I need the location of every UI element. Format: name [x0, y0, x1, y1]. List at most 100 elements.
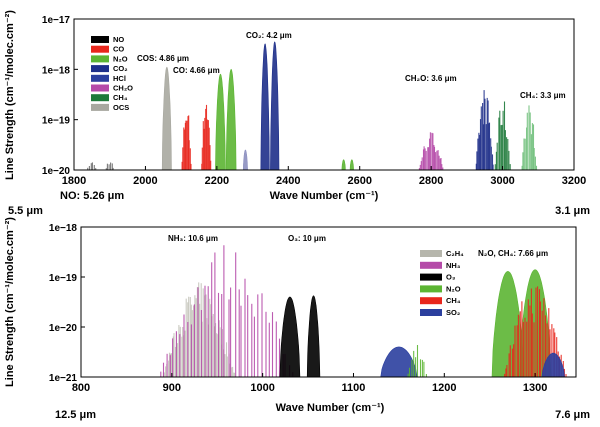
band-no-1270: [491, 270, 525, 378]
bottom-y-ticks: 1e−21 1e−20 1e−19 1e−18: [49, 223, 85, 384]
x-tick-label: 3000: [490, 175, 514, 187]
legend-label: N₂O: [446, 284, 461, 293]
x-tick-label: 1300: [523, 382, 547, 394]
x-tick-label: 900: [163, 382, 181, 394]
top-annotation-ch2o: CH₂O: 3.6 μm: [405, 74, 457, 83]
bottom-x-axis-label: Wave Number (cm⁻¹): [276, 402, 385, 414]
bottom-annotation-n2o-ch4: N₂O, CH₄: 7.66 μm: [478, 249, 548, 258]
top-y-ticks: 1e−20 1e−19 1e−18 1e−17: [42, 15, 78, 177]
band-no-1850: [87, 162, 97, 170]
band-no-1900: [105, 162, 114, 170]
y-tick-label: 1e−20: [42, 166, 71, 177]
legend-label: O₃: [446, 273, 456, 282]
band-co-2362-envelope: [270, 41, 280, 171]
band-so-1320: [541, 352, 565, 378]
legend-swatch: [420, 250, 442, 257]
band-no-2578-envelope: [349, 159, 354, 171]
bottom-wl-right: 7.6 μm: [555, 409, 590, 421]
band-o-1056-envelope: [306, 295, 321, 378]
band-hcl-2280-envelope: [242, 149, 248, 171]
top-x-ticks: 1800 2000 2200 2400 2600 2800 3000 3200: [62, 166, 586, 187]
band-cho-2800: [418, 132, 444, 170]
top-spectral-bands: [87, 41, 538, 171]
band-no-2240-envelope: [225, 68, 237, 171]
band-o-1030: [279, 296, 301, 378]
top-annotation-co2: CO₂: 4.2 μm: [246, 31, 292, 40]
y-tick-label: 1e−18: [42, 65, 71, 76]
x-tick-label: 2400: [276, 175, 300, 187]
band-o-1030-envelope: [279, 296, 301, 378]
band-ch-3075: [521, 105, 538, 170]
legend-label: HCl: [113, 74, 126, 83]
top-wl-extra: NO: 5.26 μm: [60, 190, 124, 202]
legend-label: CO: [113, 45, 124, 54]
band-no-2555-envelope: [341, 159, 346, 171]
legend-swatch: [420, 261, 442, 269]
y-tick-label: 1e−19: [42, 116, 71, 127]
band-ch-3000: [494, 101, 511, 170]
band-co-2362: [270, 41, 280, 171]
top-plot-frame: [73, 18, 575, 171]
band-no-2555: [341, 159, 346, 171]
y-tick-label: 1e−17: [42, 15, 71, 26]
band-o-1056: [306, 295, 321, 378]
bottom-spectral-bands: [160, 245, 567, 378]
bottom-spectrum-panel: 800 900 1000 1100 1200 1300 1e−211e−201e−191e…: [4, 217, 590, 421]
legend-label: CH₂O: [113, 84, 133, 93]
band-ocs-2060: [161, 66, 172, 171]
legend-label: CH₄: [113, 93, 128, 102]
band-so-1320-envelope: [541, 352, 565, 378]
legend-label: N₂O: [113, 54, 128, 63]
x-tick-label: 2200: [205, 175, 229, 187]
legend-swatch: [420, 297, 442, 305]
y-tick-label: 1e−20: [49, 323, 78, 334]
legend-swatch: [91, 74, 109, 82]
bottom-legend: C₂H₄ NH₃ O₃ N₂O CH₄ SO₂: [420, 249, 464, 317]
band-hcl-2280: [242, 149, 248, 171]
top-annotation-cos: COS: 4.86 μm: [137, 54, 189, 63]
legend-swatch: [420, 285, 442, 293]
x-tick-label: 2000: [133, 175, 157, 187]
band-co-2115: [181, 115, 192, 170]
legend-swatch: [91, 94, 109, 102]
band-no-2210: [215, 73, 226, 171]
legend-label: NO: [113, 35, 124, 44]
band-so-1150-envelope: [380, 346, 418, 378]
legend-swatch: [91, 103, 109, 111]
band-no-2578: [349, 159, 354, 171]
band-co-2170: [201, 104, 212, 170]
top-wl-left: 5.5 μm: [8, 205, 43, 217]
y-tick-label: 1e−18: [49, 223, 78, 234]
x-tick-label: 1800: [62, 175, 86, 187]
top-x-axis-label: Wave Number (cm⁻¹): [270, 190, 379, 202]
band-ocs-2060-envelope: [161, 66, 172, 171]
legend-swatch: [91, 36, 109, 43]
band-co-2335: [260, 43, 270, 171]
legend-label: C₂H₄: [446, 249, 464, 258]
bottom-y-axis-label: Line Strength (cm⁻¹/molec.cm⁻²): [4, 217, 16, 387]
top-y-axis-label: Line Strength (cm⁻¹/molec.cm⁻²): [4, 10, 16, 180]
bottom-wl-left: 12.5 μm: [55, 409, 96, 421]
bottom-annotation-nh3: NH₃: 10.6 μm: [168, 234, 218, 243]
legend-swatch: [420, 309, 442, 316]
band-no-1170: [407, 345, 427, 377]
bottom-annotation-o3: O₃: 10 μm: [288, 234, 326, 243]
legend-swatch: [91, 45, 109, 53]
x-tick-label: 1100: [342, 382, 366, 394]
legend-swatch: [91, 55, 109, 63]
x-tick-label: 1200: [432, 382, 456, 394]
legend-label: SO₂: [446, 308, 460, 317]
legend-label: OCS: [113, 103, 129, 112]
legend-swatch: [420, 273, 442, 281]
top-annotation-co: CO: 4.66 μm: [173, 66, 220, 75]
band-no-2240: [225, 68, 237, 171]
y-tick-label: 1e−21: [49, 373, 78, 384]
x-tick-label: 2800: [419, 175, 443, 187]
legend-label: NH₃: [446, 261, 461, 270]
y-tick-label: 1e−19: [49, 273, 78, 284]
band-co-2950: [475, 90, 494, 170]
top-spectrum-panel: 1800 2000 2200 2400 2600 2800 3000 3200 1e−201e…: [4, 10, 590, 217]
legend-label: CO₂: [113, 64, 128, 73]
band-no-2210-envelope: [215, 73, 226, 171]
